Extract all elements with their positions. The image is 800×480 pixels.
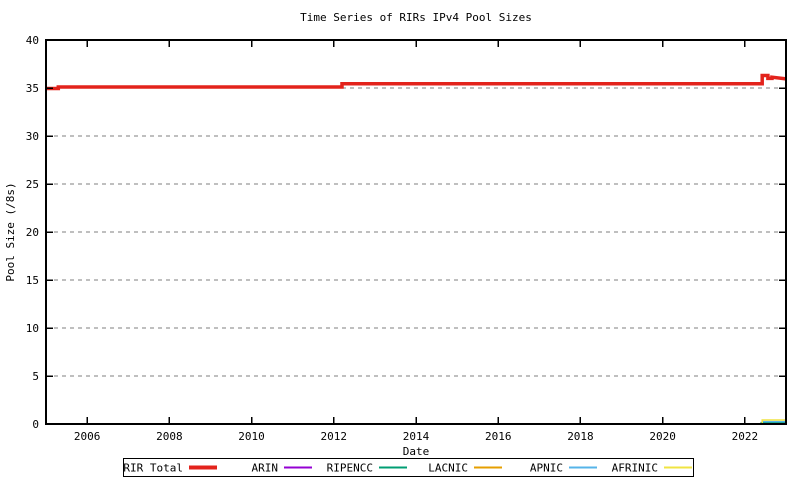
y-tick-label-25: 25 (26, 178, 39, 191)
x-tick-label-2008: 2008 (156, 430, 183, 443)
legend-label-lacnic: LACNIC (428, 462, 468, 475)
legend-label-apnic: APNIC (530, 462, 563, 475)
legend-entry-afrinic: AFRINIC (612, 462, 692, 475)
x-tick-label-2010: 2010 (238, 430, 265, 443)
y-axis-title: Pool Size (/8s) (4, 182, 17, 281)
x-tick-labels: 2006 2008 2010 2012 2014 2016 2018 2020 2022 (74, 430, 758, 443)
x-tick-label-2022: 2022 (732, 430, 759, 443)
legend-entry-arin: ARIN (252, 462, 312, 475)
x-tick-label-2018: 2018 (567, 430, 594, 443)
x-tick-label-2016: 2016 (485, 430, 512, 443)
y-tick-label-40: 40 (26, 34, 39, 47)
legend-border (123, 458, 694, 477)
legend-label-rir-total: RIR Total (123, 462, 183, 475)
legend-entry-ripencc: RIPENCC (327, 462, 407, 475)
x-tick-label-2006: 2006 (74, 430, 101, 443)
y-tick-label-35: 35 (26, 82, 39, 95)
legend-entry-apnic: APNIC (530, 462, 597, 475)
legend-entry-rir-total: RIR Total (123, 462, 217, 475)
x-axis-title: Date (403, 445, 430, 458)
chart-title: Time Series of RIRs IPv4 Pool Sizes (300, 11, 532, 24)
x-tick-label-2014: 2014 (403, 430, 430, 443)
x-tick-label-2020: 2020 (649, 430, 676, 443)
y-tick-label-20: 20 (26, 226, 39, 239)
y-tick-label-10: 10 (26, 322, 39, 335)
legend-label-ripencc: RIPENCC (327, 462, 373, 475)
x-tick-label-2012: 2012 (321, 430, 348, 443)
y-tick-label-15: 15 (26, 274, 39, 287)
plot-area: 2006 2008 2010 2012 2014 2016 2018 2020 2022 0 5 10… (26, 34, 787, 443)
y-tick-label-5: 5 (32, 370, 39, 383)
y-tick-label-30: 30 (26, 130, 39, 143)
legend-label-arin: ARIN (252, 462, 279, 475)
axis-ticks (46, 39, 786, 425)
legend-entry-lacnic: LACNIC (428, 462, 502, 475)
series-line-rir-total (46, 73, 787, 91)
legend-label-afrinic: AFRINIC (612, 462, 658, 475)
y-tick-labels: 0 5 10 15 20 25 30 35 40 (26, 34, 39, 431)
y-tick-label-0: 0 (32, 418, 39, 431)
chart-legend: RIR Total ARIN RIPENCC LACNIC APNIC AFRINIC (123, 458, 694, 477)
